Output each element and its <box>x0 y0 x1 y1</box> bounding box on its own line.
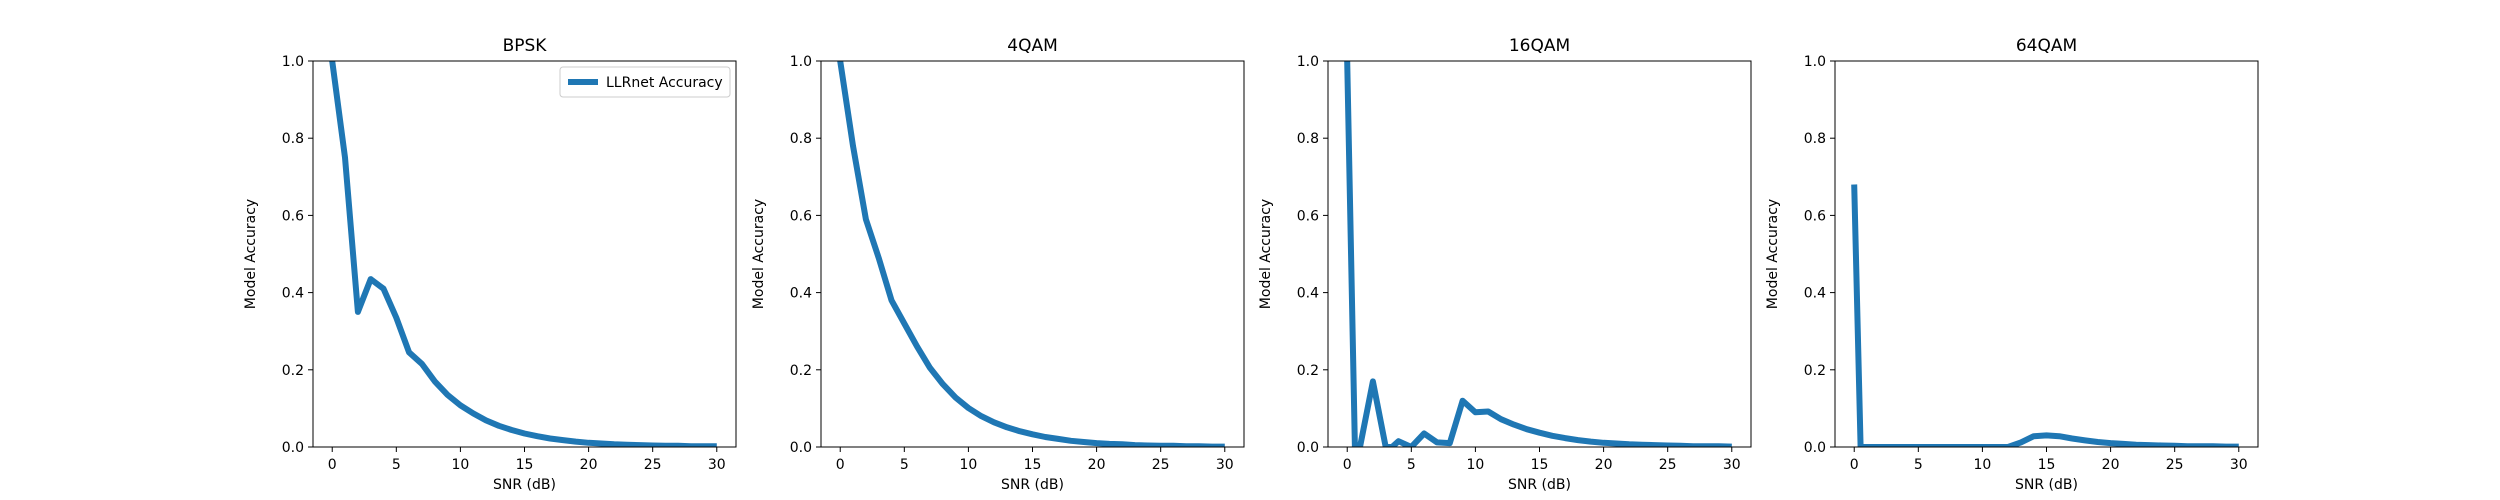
y-tick-label: 0.4 <box>790 286 812 302</box>
x-tick-label: 30 <box>1723 457 1741 473</box>
plot-frame <box>1834 60 2259 448</box>
x-tick-label: 25 <box>644 457 662 473</box>
y-axis-label: Model Accuracy <box>1765 199 1781 309</box>
x-tick-label: 30 <box>708 457 726 473</box>
x-tick-label: 25 <box>2166 457 2184 473</box>
y-tick-label: 0.8 <box>790 131 812 147</box>
y-tick-label: 0.6 <box>1804 208 1826 224</box>
x-tick-label: 25 <box>1152 457 1170 473</box>
y-tick-label: 0.2 <box>790 363 812 379</box>
series-line-1 <box>329 61 717 447</box>
legend: LLRnet Accuracy <box>559 66 731 98</box>
x-tick-label: 25 <box>1659 457 1677 473</box>
chart-panel-1: BPSK 0.0 0.2 0.4 0.6 0.8 1.0 0 5 10 15 20 25 30 SNR (d… <box>243 36 737 493</box>
y-tick-label: 1.0 <box>282 54 304 70</box>
series-line-1 <box>1344 61 1732 447</box>
x-tick-label: 0 <box>1343 457 1352 473</box>
x-axis-label: SNR (dB) <box>2015 477 2078 493</box>
series-line-1 <box>837 61 1225 447</box>
y-tick-label: 0.8 <box>1804 131 1826 147</box>
y-tick-label: 0.0 <box>1297 440 1319 456</box>
chart-title: BPSK <box>503 36 548 56</box>
x-tick-label: 20 <box>1088 457 1106 473</box>
plot-frame <box>820 60 1245 448</box>
plot-frame <box>1327 60 1752 448</box>
legend-label: LLRnet Accuracy <box>606 75 723 91</box>
x-tick-label: 15 <box>516 457 534 473</box>
x-axis-label: SNR (dB) <box>1001 477 1064 493</box>
y-tick-label: 0.6 <box>1297 208 1319 224</box>
plot-frame <box>312 60 737 448</box>
x-tick-label: 15 <box>1024 457 1042 473</box>
x-tick-label: 10 <box>451 457 469 473</box>
y-axis-label: Model Accuracy <box>243 199 259 309</box>
y-tick-label: 1.0 <box>1297 54 1319 70</box>
y-tick-label: 0.6 <box>282 208 304 224</box>
y-tick-label: 0.4 <box>282 286 304 302</box>
y-tick-label: 0.2 <box>1297 363 1319 379</box>
y-tick-label: 0.4 <box>1297 286 1319 302</box>
x-tick-label: 20 <box>2102 457 2120 473</box>
x-tick-label: 5 <box>1914 457 1923 473</box>
x-axis-label: SNR (dB) <box>493 477 556 493</box>
x-tick-label: 5 <box>392 457 401 473</box>
x-tick-label: 0 <box>836 457 845 473</box>
x-tick-label: 10 <box>1973 457 1991 473</box>
y-tick-label: 0.4 <box>1804 286 1826 302</box>
chart-title: 16QAM <box>1509 36 1570 56</box>
x-tick-label: 10 <box>1466 457 1484 473</box>
y-tick-label: 0.0 <box>790 440 812 456</box>
x-tick-label: 5 <box>1407 457 1416 473</box>
x-tick-label: 5 <box>900 457 909 473</box>
x-tick-label: 15 <box>2038 457 2056 473</box>
chart-title: 4QAM <box>1007 36 1058 56</box>
y-tick-label: 0.2 <box>1804 363 1826 379</box>
y-tick-label: 1.0 <box>790 54 812 70</box>
chart-panel-4: 64QAM 0.0 0.2 0.4 0.6 0.8 1.0 0 5 10 15 20 25 30 SNR (… <box>1765 36 2259 493</box>
y-axis-label: Model Accuracy <box>751 199 767 309</box>
y-tick-label: 0.8 <box>282 131 304 147</box>
y-tick-label: 0.8 <box>1297 131 1319 147</box>
x-tick-label: 30 <box>1216 457 1234 473</box>
x-tick-label: 0 <box>1850 457 1859 473</box>
chart-title: 64QAM <box>2016 36 2077 56</box>
x-tick-label: 20 <box>580 457 598 473</box>
x-tick-label: 30 <box>2230 457 2248 473</box>
x-axis-label: SNR (dB) <box>1508 477 1571 493</box>
x-tick-label: 20 <box>1595 457 1613 473</box>
y-tick-label: 0.0 <box>1804 440 1826 456</box>
y-tick-label: 1.0 <box>1804 54 1826 70</box>
chart-panel-3: 16QAM 0.0 0.2 0.4 0.6 0.8 1.0 0 5 10 15 20 25 30 SNR (… <box>1258 36 1752 493</box>
y-tick-label: 0.0 <box>282 440 304 456</box>
chart-panel-2: 4QAM 0.0 0.2 0.4 0.6 0.8 1.0 0 5 10 15 20 25 30 SNR (d… <box>751 36 1245 493</box>
legend-box <box>559 66 731 98</box>
x-tick-label: 0 <box>328 457 337 473</box>
y-axis-label: Model Accuracy <box>1258 199 1274 309</box>
y-tick-label: 0.6 <box>790 208 812 224</box>
x-tick-label: 15 <box>1531 457 1549 473</box>
y-tick-label: 0.2 <box>282 363 304 379</box>
series-line-1 <box>1851 184 2239 447</box>
x-tick-label: 10 <box>959 457 977 473</box>
